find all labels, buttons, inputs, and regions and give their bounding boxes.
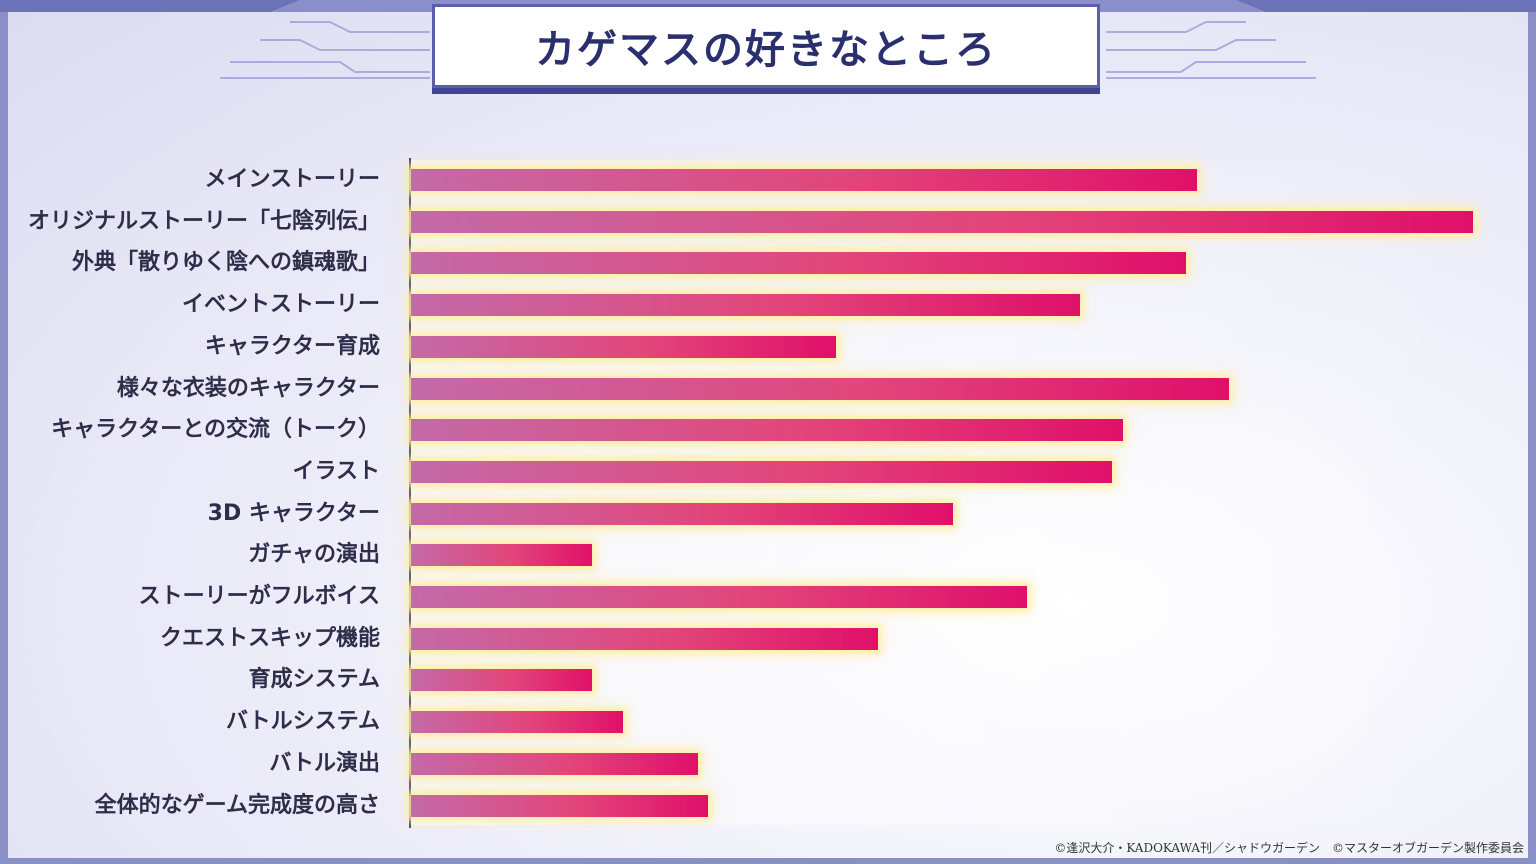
category-label: オリジナルストーリー「七陰列伝」 (27, 208, 380, 234)
category-label: バトル演出 (269, 750, 380, 776)
bar (411, 294, 1080, 317)
bar (411, 169, 1197, 191)
chart-title-box: カゲマスの好きなところ (432, 4, 1100, 88)
bar (411, 460, 1112, 483)
category-label: イベントストーリー (181, 292, 380, 318)
category-label: 様々な衣装のキャラクター (116, 375, 380, 401)
category-label: キャラクター育成 (204, 333, 380, 359)
category-label: ストーリーがフルボイス (138, 584, 380, 609)
category-label: メインストーリー (204, 167, 380, 192)
chart-title: カゲマスの好きなところ (535, 26, 997, 73)
bar (411, 210, 1473, 233)
category-label: イラスト (292, 458, 380, 484)
category-label: バトルシステム (225, 709, 380, 735)
bar (411, 252, 1186, 275)
category-label: ガチャの演出 (248, 542, 380, 568)
category-label: 全体的なゲーム完成度の高さ (94, 792, 380, 818)
bar (411, 669, 592, 692)
category-label: クエストスキップ機能 (159, 625, 380, 651)
category-label: 3D キャラクター (207, 500, 380, 526)
category-label: 育成システム (248, 667, 380, 693)
bar (411, 794, 708, 817)
bar (411, 544, 592, 567)
copyright-credit: ©逢沢大介・KADOKAWA刊／シャドウガーデン ©マスターオブガーデン製作委員… (1054, 841, 1524, 855)
category-label: キャラクターとの交流（トーク） (51, 417, 380, 443)
category-label: 外典「散りゆく陰への鎮魂歌」 (71, 250, 380, 276)
y-axis-line (409, 158, 411, 828)
bar (411, 335, 836, 358)
bar (411, 586, 1027, 608)
bar (411, 711, 623, 734)
bar (411, 377, 1229, 400)
bar (411, 502, 953, 525)
bar (411, 627, 878, 650)
bar (411, 752, 698, 775)
bar (411, 419, 1123, 442)
